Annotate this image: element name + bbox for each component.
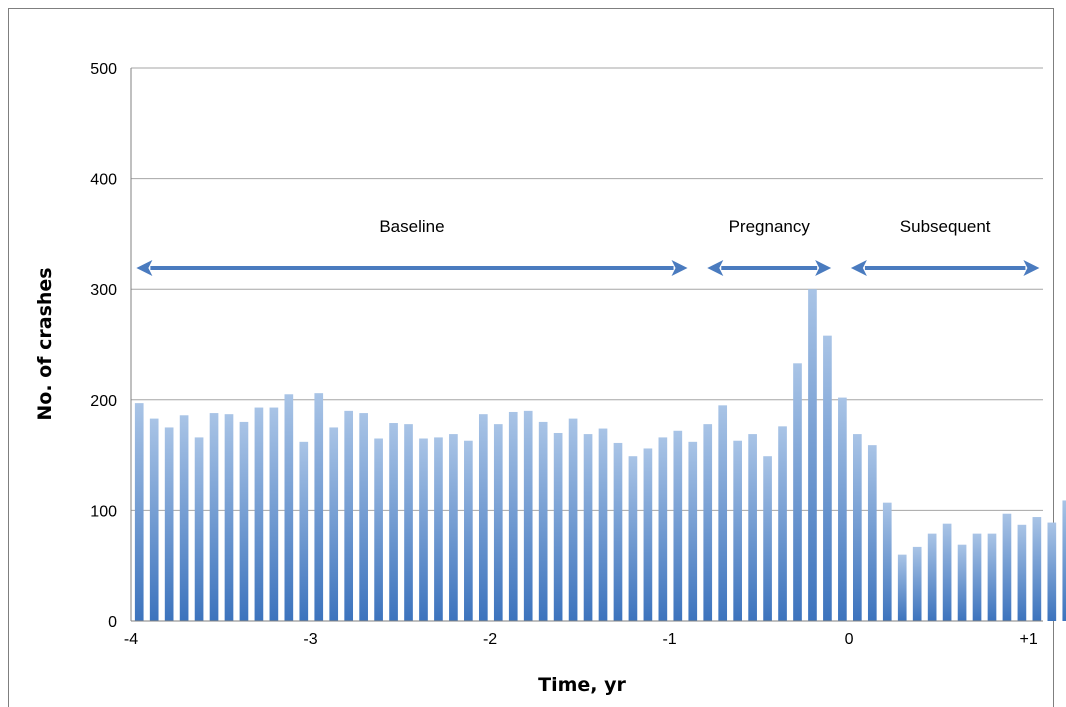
bar xyxy=(643,448,653,621)
bar xyxy=(927,533,937,621)
bar xyxy=(404,424,413,621)
bar xyxy=(314,393,324,621)
bar xyxy=(374,438,383,621)
bar xyxy=(194,437,204,621)
bar xyxy=(703,424,713,621)
bar xyxy=(763,456,772,621)
y-tick-label: 400 xyxy=(90,172,117,189)
x-tick-label: 0 xyxy=(845,631,854,648)
bar xyxy=(853,434,862,621)
bar xyxy=(299,441,309,621)
bar xyxy=(987,533,997,621)
bar xyxy=(419,438,428,621)
bar xyxy=(344,410,354,621)
x-tick-label: -3 xyxy=(303,631,317,648)
gridlines xyxy=(131,67,1043,511)
bar xyxy=(748,434,757,621)
bar xyxy=(912,546,922,621)
bar xyxy=(867,445,877,621)
chart-frame xyxy=(8,8,1054,707)
phase-label: Baseline xyxy=(379,217,444,236)
bar xyxy=(628,456,638,621)
x-tick-label: -2 xyxy=(483,631,497,648)
bar xyxy=(838,397,847,621)
bar xyxy=(254,407,264,621)
bar xyxy=(164,427,174,621)
bar xyxy=(583,434,593,621)
bar xyxy=(568,418,578,621)
bar xyxy=(972,533,982,621)
phase-label: Subsequent xyxy=(900,217,991,236)
x-tick-label: -1 xyxy=(662,631,676,648)
bar xyxy=(688,441,698,621)
bar xyxy=(449,434,458,621)
x-axis-title: Time, yr xyxy=(538,674,626,696)
bar xyxy=(733,440,742,621)
bar xyxy=(329,427,339,621)
arrowhead-right xyxy=(1023,260,1040,276)
arrowhead-left xyxy=(850,260,867,276)
x-tick-label: +1 xyxy=(1020,631,1038,648)
bar xyxy=(508,411,518,621)
bar xyxy=(284,394,294,621)
bar xyxy=(882,502,892,621)
bar xyxy=(673,430,683,621)
y-tick-label: 0 xyxy=(108,614,117,631)
bar xyxy=(1002,513,1012,621)
bar xyxy=(793,363,802,621)
bar xyxy=(224,414,234,621)
bar xyxy=(179,415,189,621)
bar xyxy=(658,437,668,621)
bar xyxy=(598,428,608,621)
arrowhead-right xyxy=(671,260,688,276)
bar xyxy=(134,403,144,621)
bar xyxy=(538,421,548,621)
bar xyxy=(613,442,623,621)
y-tick-label: 100 xyxy=(90,503,117,520)
axes: 0 100 200 300 400 500 -4 -3 -2 -1 0 +1 xyxy=(90,61,1043,648)
bar xyxy=(389,423,398,621)
arrowhead-right xyxy=(815,260,832,276)
bar xyxy=(493,424,503,621)
y-tick-label: 500 xyxy=(90,61,117,78)
bar xyxy=(464,440,473,621)
bar xyxy=(209,413,219,621)
bar xyxy=(942,523,952,621)
phase-label: Pregnancy xyxy=(729,217,811,236)
bar xyxy=(269,407,279,621)
y-tick-label: 200 xyxy=(90,393,117,410)
arrowhead-left xyxy=(136,260,153,276)
bar xyxy=(478,414,488,621)
arrowhead-left xyxy=(707,260,724,276)
bar xyxy=(897,554,907,621)
bars xyxy=(134,289,1066,621)
bar xyxy=(149,418,159,621)
bar xyxy=(434,437,443,621)
y-axis-title: No. of crashes xyxy=(34,267,56,420)
bar xyxy=(239,421,249,621)
bar xyxy=(1062,500,1066,621)
bar xyxy=(718,405,728,621)
bar xyxy=(778,426,787,621)
x-tick-label: -4 xyxy=(124,631,138,648)
bar xyxy=(1017,524,1027,621)
bar xyxy=(1032,517,1042,621)
y-tick-label: 300 xyxy=(90,282,117,299)
bar xyxy=(553,432,563,621)
bar xyxy=(1047,522,1057,621)
bar xyxy=(523,410,533,621)
bar xyxy=(823,335,832,621)
bar xyxy=(957,544,967,621)
phase-arrows: Baseline Pregnancy Subsequent xyxy=(136,217,1040,276)
bar xyxy=(359,413,368,621)
bar xyxy=(808,289,817,621)
